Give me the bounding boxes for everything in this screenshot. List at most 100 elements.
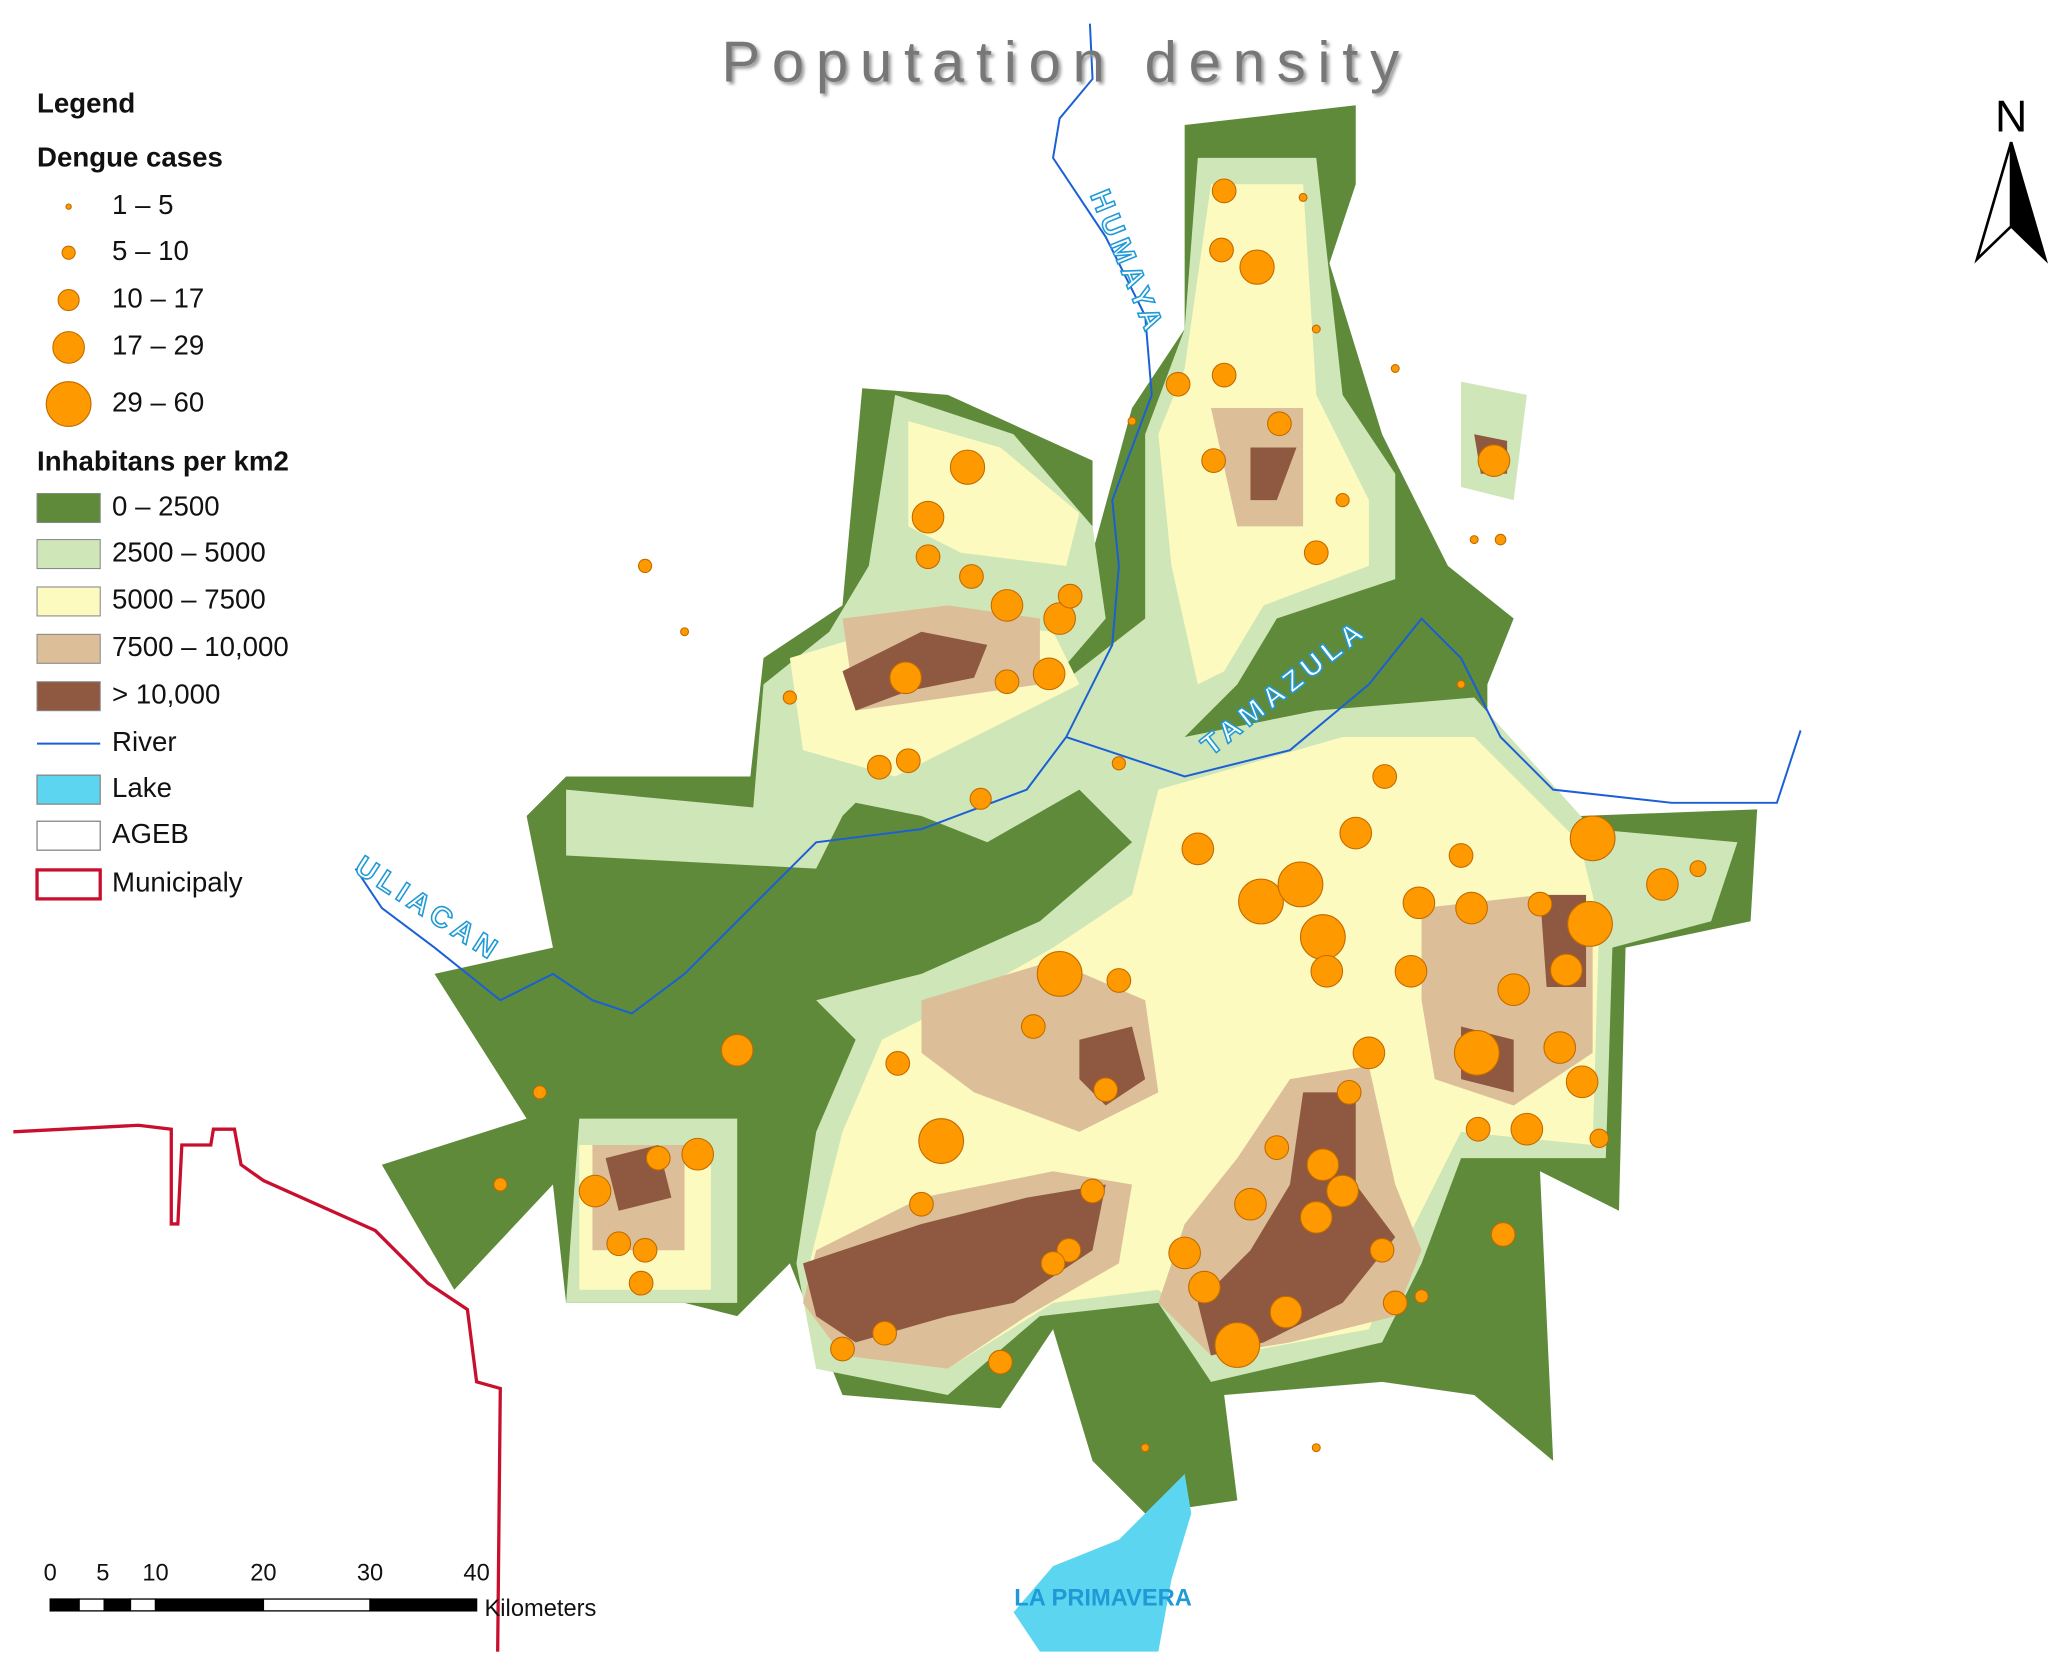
legend-circle	[61, 245, 76, 260]
scale-tick-label: 40	[463, 1560, 489, 1586]
scale-segment	[129, 1598, 157, 1612]
dengue-circle	[1057, 583, 1083, 609]
legend-swatch	[36, 586, 101, 617]
dengue-circle	[1306, 1148, 1340, 1182]
dengue-circle	[1201, 448, 1226, 473]
municipal-boundary	[13, 1123, 502, 1652]
dengue-circle	[1209, 237, 1234, 263]
legend-label: 10 – 17	[112, 282, 204, 313]
dengue-circle	[1310, 954, 1344, 988]
lake	[1013, 1474, 1192, 1652]
dengue-circle	[1311, 1443, 1321, 1453]
legend-circle	[57, 289, 80, 312]
legend-swatch	[36, 493, 101, 524]
dengue-circle	[1298, 192, 1308, 202]
dengue-circle	[949, 449, 986, 485]
dengue-circle	[1093, 1077, 1119, 1103]
dengue-circle	[1543, 1031, 1577, 1064]
dengue-circle	[1264, 1135, 1290, 1160]
dengue-circle	[1311, 324, 1321, 334]
dengue-legend: 1 – 5 5 – 10 10 – 17 17 – 29 29 – 60	[45, 189, 204, 427]
legend-label: River	[112, 726, 176, 757]
dengue-circle	[990, 589, 1024, 622]
legend-heading: Dengue cases	[37, 142, 223, 173]
dengue-circle	[1140, 1443, 1150, 1453]
dengue-circle	[1303, 540, 1329, 566]
dengue-circle	[680, 627, 690, 637]
legend-label: 7500 – 10,000	[112, 631, 289, 662]
legend-label: Municipaly	[112, 867, 243, 898]
river	[1065, 617, 1802, 804]
dengue-circle	[1510, 1112, 1544, 1146]
scale-segment	[154, 1598, 265, 1612]
dengue-circle	[1106, 968, 1132, 993]
dengue-circle	[1214, 1322, 1261, 1368]
legend-label: > 10,000	[112, 679, 220, 710]
dengue-circle	[866, 754, 892, 780]
dengue-circle	[994, 669, 1020, 695]
dengue-circle	[1267, 411, 1292, 437]
dengue-circle	[1238, 878, 1284, 925]
scale-segment	[262, 1598, 371, 1612]
dengue-circle	[1165, 371, 1191, 397]
scale-tick-label: 5	[96, 1560, 109, 1586]
scale-segment	[78, 1598, 105, 1612]
dengue-circle	[578, 1174, 612, 1208]
dengue-circle	[1111, 756, 1126, 771]
dengue-circle	[1382, 1290, 1408, 1316]
dengue-circle	[1527, 891, 1553, 917]
dengue-circle	[1646, 868, 1679, 901]
scale-tick-label: 30	[357, 1560, 383, 1586]
legend-label: 0 – 2500	[112, 490, 220, 521]
dengue-circle	[909, 1191, 934, 1217]
dengue-circle	[911, 500, 945, 534]
dengue-circle	[1369, 1237, 1395, 1263]
legend-circle	[65, 203, 72, 210]
legend-label: 29 – 60	[112, 386, 204, 417]
dengue-circle	[959, 564, 984, 589]
dengue-circle	[1469, 535, 1479, 545]
dengue-circle	[1414, 1289, 1429, 1304]
dengue-circle	[1080, 1178, 1105, 1204]
legend-label: AGEB	[112, 818, 189, 849]
dengue-circle	[1394, 954, 1428, 988]
scale-bar: Kilometers 0 5 10 20 30 40	[44, 1560, 597, 1622]
dengue-circle	[915, 544, 941, 570]
legend-swatch	[36, 681, 101, 712]
dengue-circle	[1689, 860, 1707, 878]
scale-tick-label: 0	[44, 1560, 57, 1586]
dengue-circle	[1565, 1065, 1599, 1099]
scale-unit: Kilometers	[485, 1596, 597, 1622]
dengue-circle	[1335, 493, 1350, 508]
dengue-circle	[681, 1137, 715, 1171]
dengue-circle	[1211, 178, 1237, 204]
dengue-circle	[1036, 950, 1083, 997]
dengue-circle	[606, 1231, 632, 1257]
north-arrow	[2009, 141, 2049, 264]
dengue-circle	[988, 1349, 1013, 1375]
dengue-circle	[872, 1320, 897, 1346]
dengue-circle	[1181, 832, 1215, 866]
dengue-circle	[637, 558, 653, 574]
legend-municipal-symbol	[35, 868, 102, 901]
scale-segment	[369, 1598, 478, 1612]
legend-heading: Inhabitans per km2	[37, 446, 289, 477]
dengue-circle	[532, 1085, 547, 1100]
legend-label: Lake	[112, 772, 172, 803]
dengue-circle	[1188, 1270, 1221, 1304]
density-legend: 0 – 2500 2500 – 5000 5000 – 7500 7500 – 10,…	[36, 490, 289, 712]
scale-tick-label: 20	[250, 1560, 276, 1586]
river	[354, 23, 1153, 1015]
dengue-circle	[1455, 891, 1488, 925]
dengue-circle	[1040, 1251, 1066, 1276]
dengue-circle	[1494, 533, 1507, 546]
map-title: Poputation density	[721, 31, 1411, 95]
dengue-circle	[830, 1336, 855, 1362]
dengue-circle	[1299, 914, 1346, 960]
dengue-circle	[1550, 953, 1583, 987]
scale-segment	[103, 1598, 132, 1612]
legend-lake-symbol	[36, 774, 101, 805]
scale-tick-label: 10	[142, 1560, 168, 1586]
